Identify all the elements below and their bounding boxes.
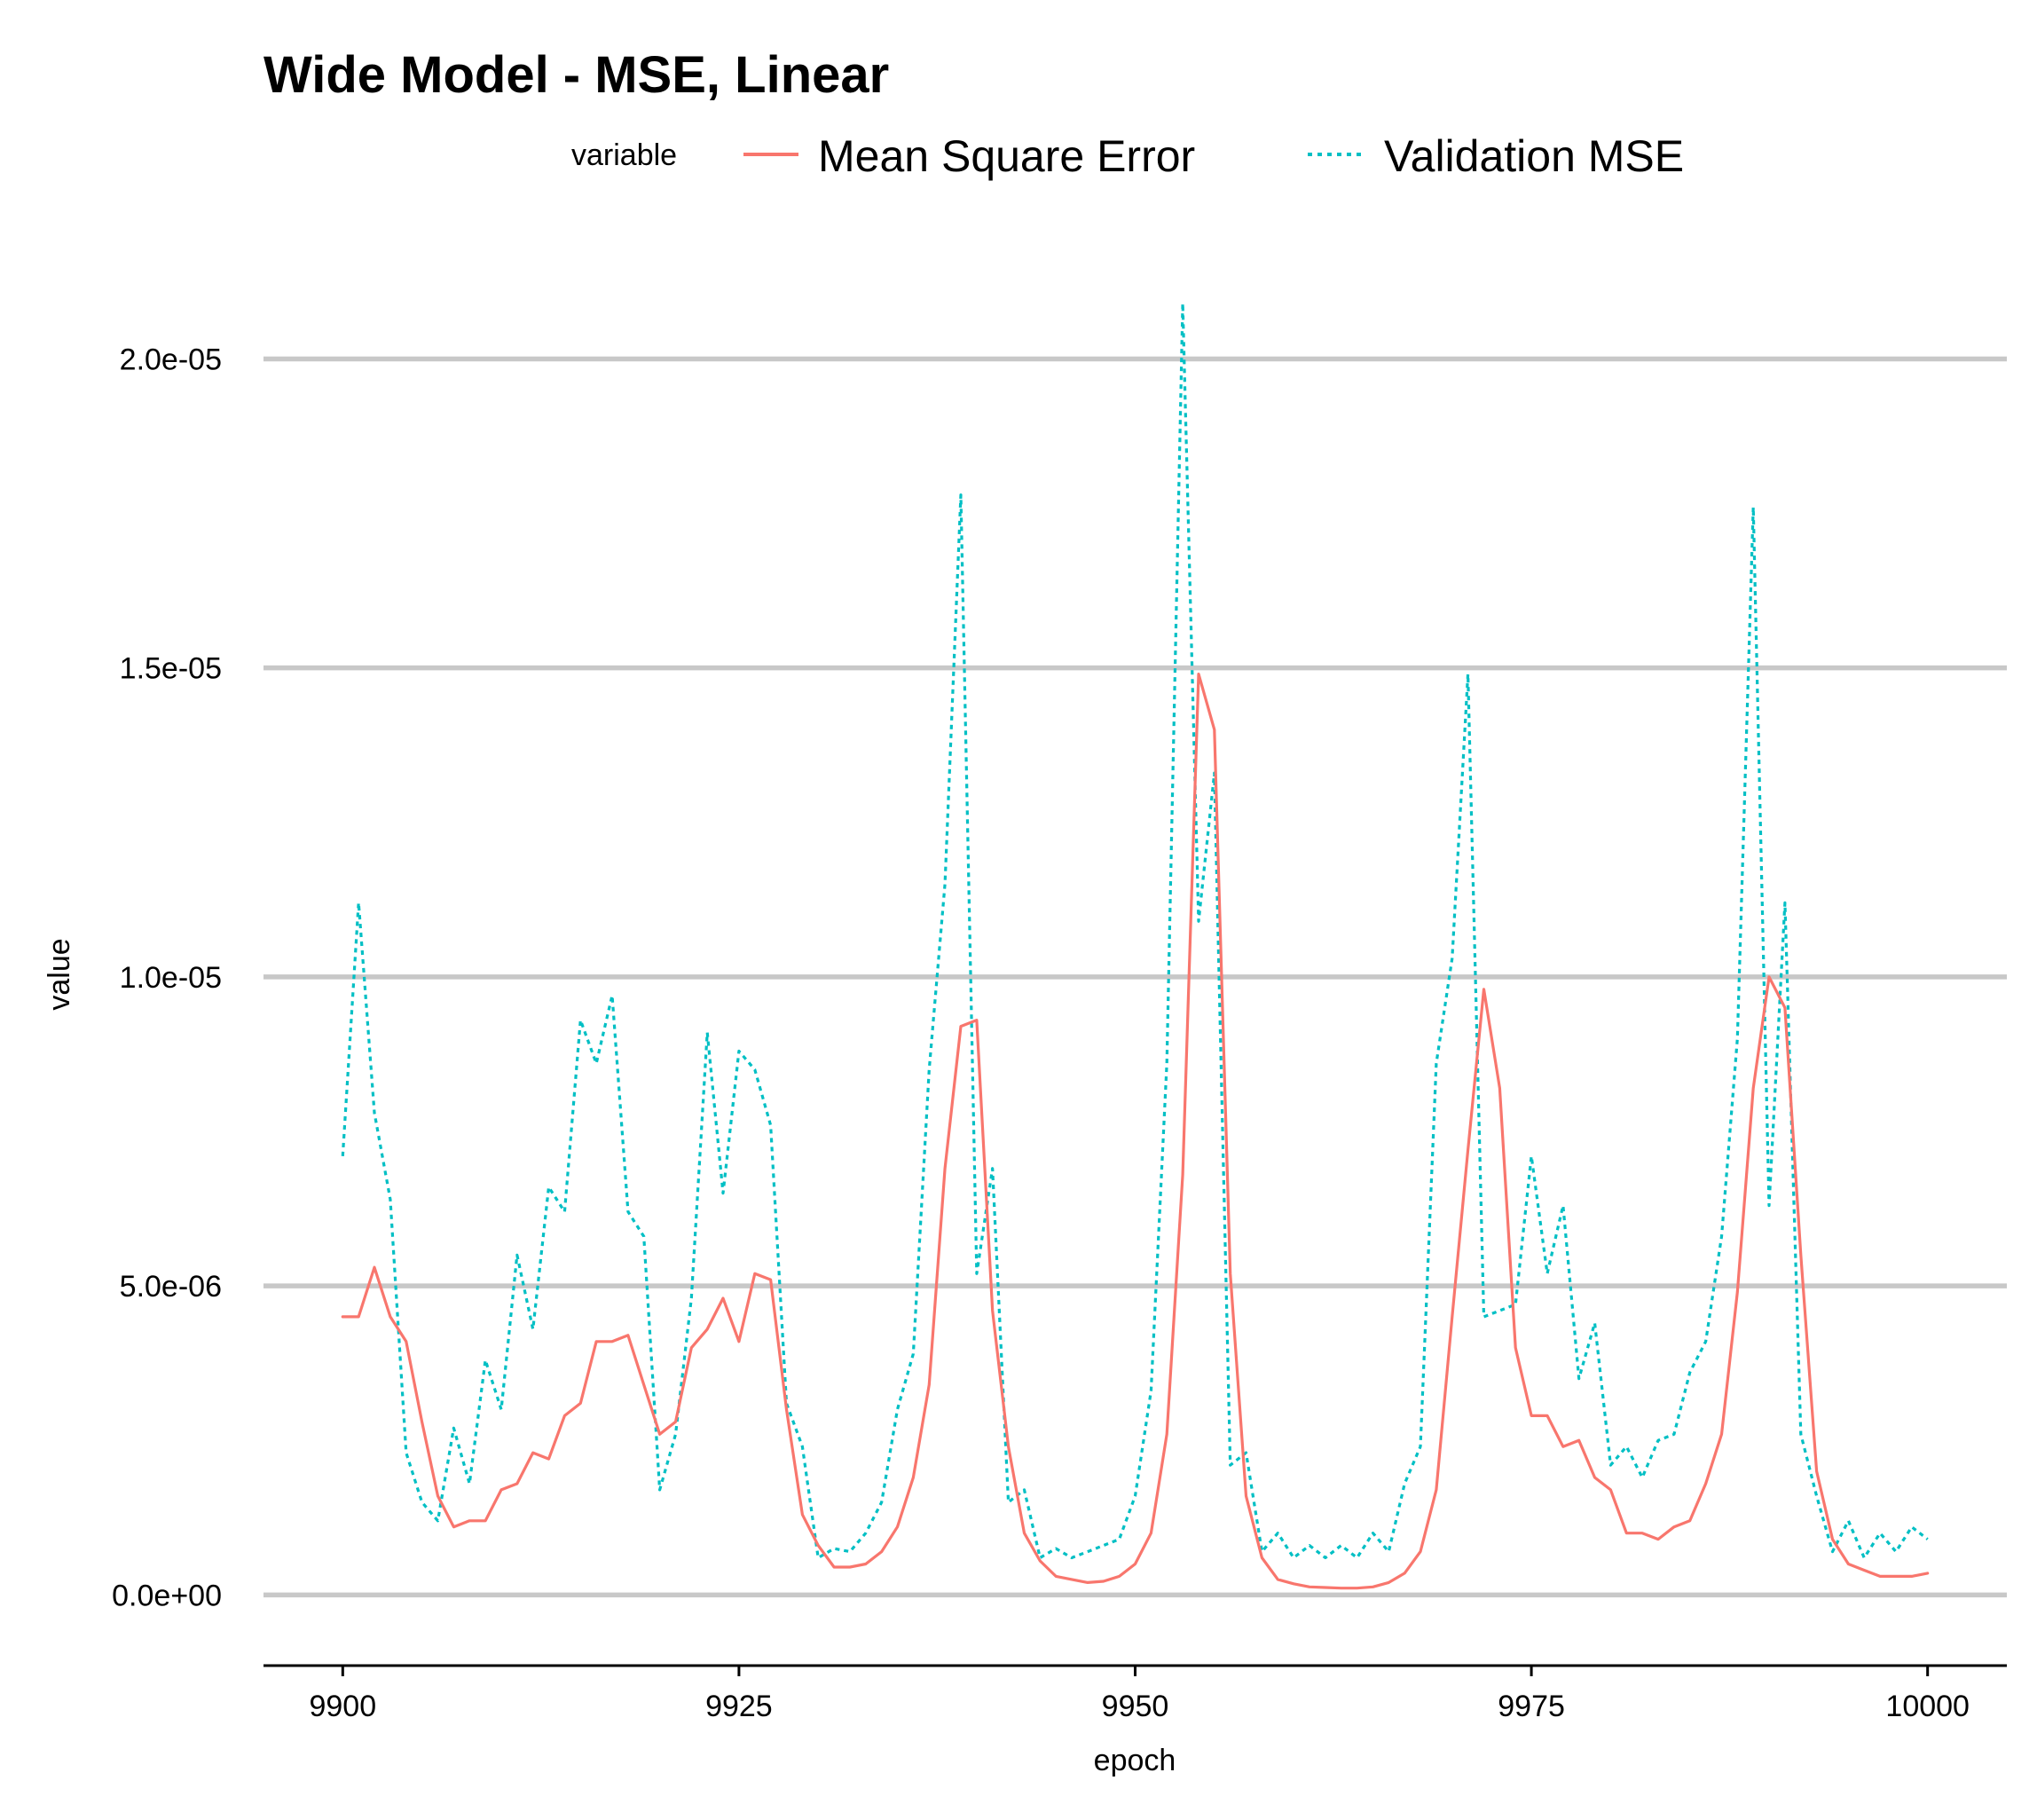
gridlines bbox=[263, 356, 2007, 1598]
chart-title: Wide Model - MSE, Linear bbox=[263, 46, 889, 104]
legend-label-validation-mse: Validation MSE bbox=[1384, 131, 1684, 181]
y-tick-label-3: 1.5e-05 bbox=[120, 652, 222, 686]
y-tick-label-2: 1.0e-05 bbox=[120, 961, 222, 995]
series-line-mean-square-error bbox=[341, 672, 1930, 1590]
legend-title: variable bbox=[571, 138, 677, 172]
series-line-validation-mse bbox=[341, 302, 1929, 1560]
series-layer bbox=[341, 302, 1930, 1590]
y-tick-label-4: 2.0e-05 bbox=[120, 343, 222, 376]
x-tick-label-1: 9925 bbox=[705, 1690, 773, 1723]
y-axis-title: value bbox=[43, 938, 76, 1010]
y-tick-label-1: 5.0e-06 bbox=[120, 1270, 222, 1304]
y-axis-tick-labels: 0.0e+00 5.0e-06 1.0e-05 1.5e-05 2.0e-05 bbox=[112, 343, 222, 1612]
x-tick-label-3: 9975 bbox=[1498, 1690, 1565, 1723]
x-tick-label-2: 9950 bbox=[1102, 1690, 1169, 1723]
x-tick-label-4: 10000 bbox=[1885, 1690, 1970, 1723]
legend: variable Mean Square Error Validation MS… bbox=[571, 131, 1684, 181]
x-tick-label-0: 9900 bbox=[309, 1690, 376, 1723]
x-axis-ticks: 9900 9925 9950 9975 10000 bbox=[309, 1666, 1970, 1723]
x-axis-title: epoch bbox=[1094, 1744, 1176, 1777]
y-tick-label-0: 0.0e+00 bbox=[112, 1579, 222, 1612]
legend-label-mean-square-error: Mean Square Error bbox=[818, 131, 1195, 181]
